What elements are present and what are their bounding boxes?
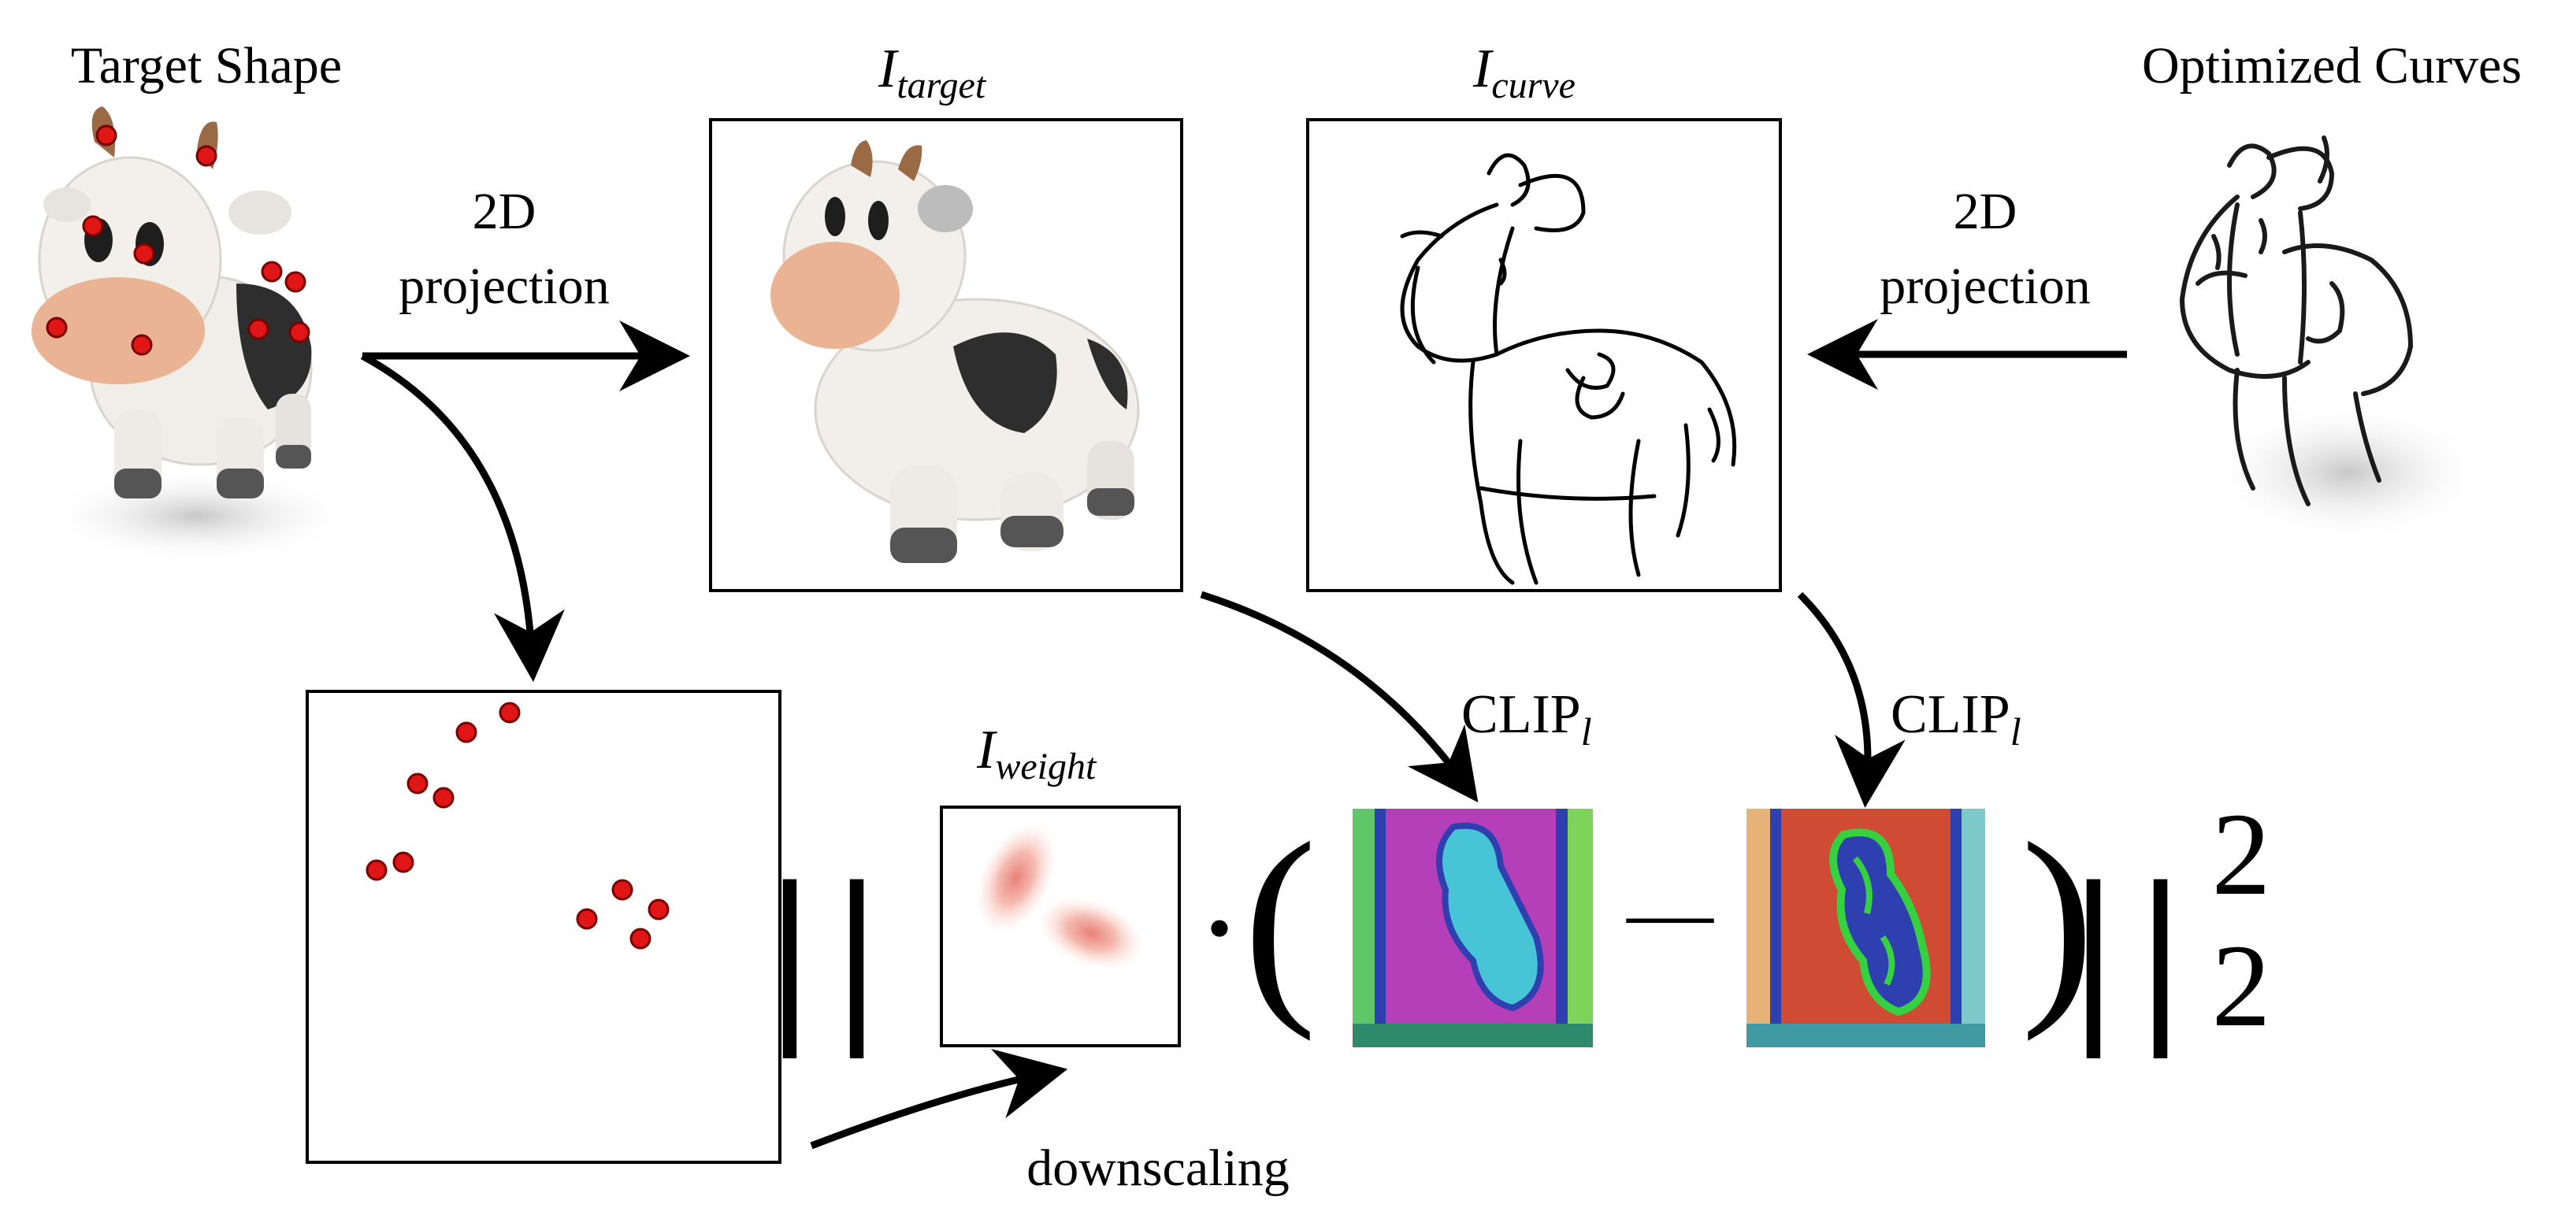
clip-feature-curve xyxy=(1746,809,1985,1047)
norm-subscript: 2 xyxy=(2212,921,2271,1051)
i-target-label: Itarget xyxy=(878,39,987,106)
keypoint-3d xyxy=(261,261,283,283)
clip-left-sub: l xyxy=(1581,709,1592,754)
projection-right-line2: projection xyxy=(1880,257,2091,315)
optimized-curves-image xyxy=(2179,135,2489,543)
i-target-cow-image xyxy=(770,140,1140,563)
keypoint-2d xyxy=(499,702,521,724)
keypoints-3d xyxy=(46,124,310,356)
i-curve-label: Icurve xyxy=(1472,39,1576,106)
keypoint-2d xyxy=(629,928,651,950)
i-weight-sub: weight xyxy=(995,746,1097,787)
clip-feature-target xyxy=(1353,809,1593,1047)
keypoint-3d xyxy=(288,321,310,343)
keypoint-3d xyxy=(82,215,104,237)
optimized-curves-title: Optimized Curves xyxy=(2142,37,2522,94)
keypoint-map-box xyxy=(306,690,781,1164)
target-shape-title: Target Shape xyxy=(71,37,342,94)
keypoint-2d xyxy=(406,772,429,795)
paren-close: ) xyxy=(2021,797,2094,1042)
keypoint-2d xyxy=(611,879,633,901)
clip-left-main: CLIP xyxy=(1461,684,1581,745)
arrow-downscaling xyxy=(810,1048,1068,1150)
keypoint-3d xyxy=(131,334,153,356)
clip-right-label: CLIPl xyxy=(1891,684,2021,754)
keypoint-2d xyxy=(648,898,670,921)
keypoint-3d xyxy=(247,318,269,340)
i-curve-main: I xyxy=(1472,39,1494,99)
keypoint-3d xyxy=(95,124,117,146)
keypoint-3d xyxy=(284,271,306,293)
projection-right-line1: 2D xyxy=(1954,183,2017,240)
arrow-clip-left xyxy=(1200,591,1479,802)
keypoints-2d xyxy=(366,702,670,950)
i-target-sub: target xyxy=(896,65,987,106)
keypoint-2d xyxy=(455,721,477,743)
i-target-main: I xyxy=(878,39,900,99)
i-curve-sketch xyxy=(1400,153,1737,585)
i-weight-main: I xyxy=(976,720,998,780)
dot-operator: · xyxy=(1202,872,1236,985)
keypoint-2d xyxy=(432,787,455,809)
paren-open: ( xyxy=(1243,797,1316,1042)
arrow-to-keypoint-map xyxy=(360,353,565,682)
norm-open: || xyxy=(768,841,902,1059)
clip-right-sub: l xyxy=(2010,709,2021,754)
projection-left-line2: projection xyxy=(399,257,610,315)
projection-left-line1: 2D xyxy=(473,183,536,240)
keypoint-3d xyxy=(195,145,217,167)
i-curve-sub: curve xyxy=(1491,65,1576,106)
arrow-clip-right xyxy=(1797,591,1906,808)
keypoint-3d xyxy=(46,317,68,339)
minus-operator: — xyxy=(1626,864,1714,960)
target-shape-cow xyxy=(32,106,354,563)
i-weight-label: Iweight xyxy=(976,720,1097,787)
keypoint-2d xyxy=(576,908,598,930)
keypoint-2d xyxy=(366,859,388,881)
clip-right-main: CLIP xyxy=(1891,684,2010,745)
norm-superscript: 2 xyxy=(2212,789,2271,920)
downscaling-label: downscaling xyxy=(1026,1139,1290,1197)
keypoint-3d xyxy=(133,243,155,265)
clip-left-label: CLIPl xyxy=(1461,684,1592,754)
keypoint-2d xyxy=(392,851,414,873)
i-weight-heatmap xyxy=(975,822,1145,970)
norm-close: || xyxy=(2072,841,2206,1059)
i-curve-box xyxy=(1306,118,1782,592)
